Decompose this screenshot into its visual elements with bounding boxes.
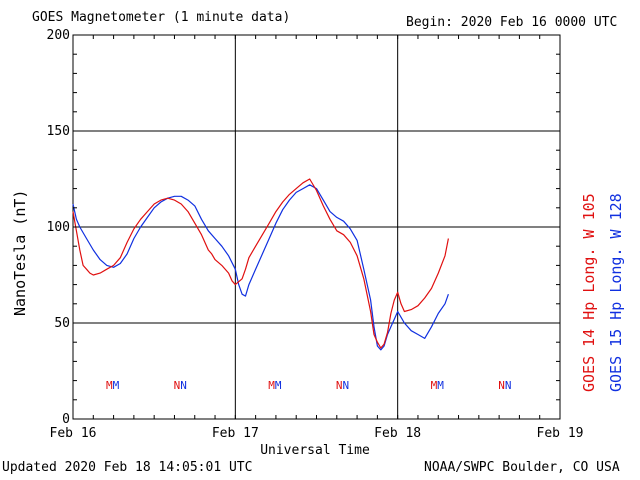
x-axis-label: Universal Time	[260, 443, 370, 458]
chart-title: GOES Magnetometer (1 minute data)	[32, 10, 291, 25]
updated-timestamp: Updated 2020 Feb 18 14:05:01 UTC	[2, 460, 253, 475]
grid-lines	[72, 34, 561, 420]
x-tick-label: Feb 16	[50, 426, 97, 441]
marker-goes15: N	[180, 379, 187, 392]
data-lines	[72, 178, 449, 351]
legend-goes14: GOES 14 Hp Long. W 105	[580, 193, 598, 392]
marker-goes14: N	[174, 379, 181, 392]
series-line-goes15	[72, 184, 449, 351]
y-tick-label: 100	[47, 220, 70, 235]
y-tick-label: 0	[62, 412, 70, 427]
x-tick-label: Feb 17	[212, 426, 259, 441]
legend-goes15: GOES 15 Hp Long. W 128	[607, 193, 625, 392]
marker-goes15: N	[505, 379, 512, 392]
marker-goes14: M	[431, 379, 438, 392]
marker-goes15: M	[113, 379, 120, 392]
marker-goes14: M	[106, 379, 113, 392]
credit-text: NOAA/SWPC Boulder, CO USA	[424, 460, 620, 475]
series-line-goes14	[72, 178, 449, 349]
y-tick-label: 50	[54, 316, 70, 331]
marker-goes14: N	[498, 379, 505, 392]
y-tick-label: 200	[47, 28, 70, 43]
y-axis-label: NanoTesla (nT)	[11, 189, 29, 316]
x-tick-label: Feb 19	[537, 426, 584, 441]
marker-goes14: N	[336, 379, 343, 392]
axis-ticks: 0 50 100 150 200 Feb 16 Feb 17 Feb 18 Feb 19	[47, 28, 584, 441]
marker-goes15: N	[343, 379, 350, 392]
y-tick-label: 150	[47, 124, 70, 139]
marker-goes14: M	[268, 379, 275, 392]
begin-time: Begin: 2020 Feb 16 0000 UTC	[406, 15, 618, 30]
x-tick-label: Feb 18	[374, 426, 421, 441]
marker-goes15: M	[275, 379, 282, 392]
marker-goes15: M	[437, 379, 444, 392]
